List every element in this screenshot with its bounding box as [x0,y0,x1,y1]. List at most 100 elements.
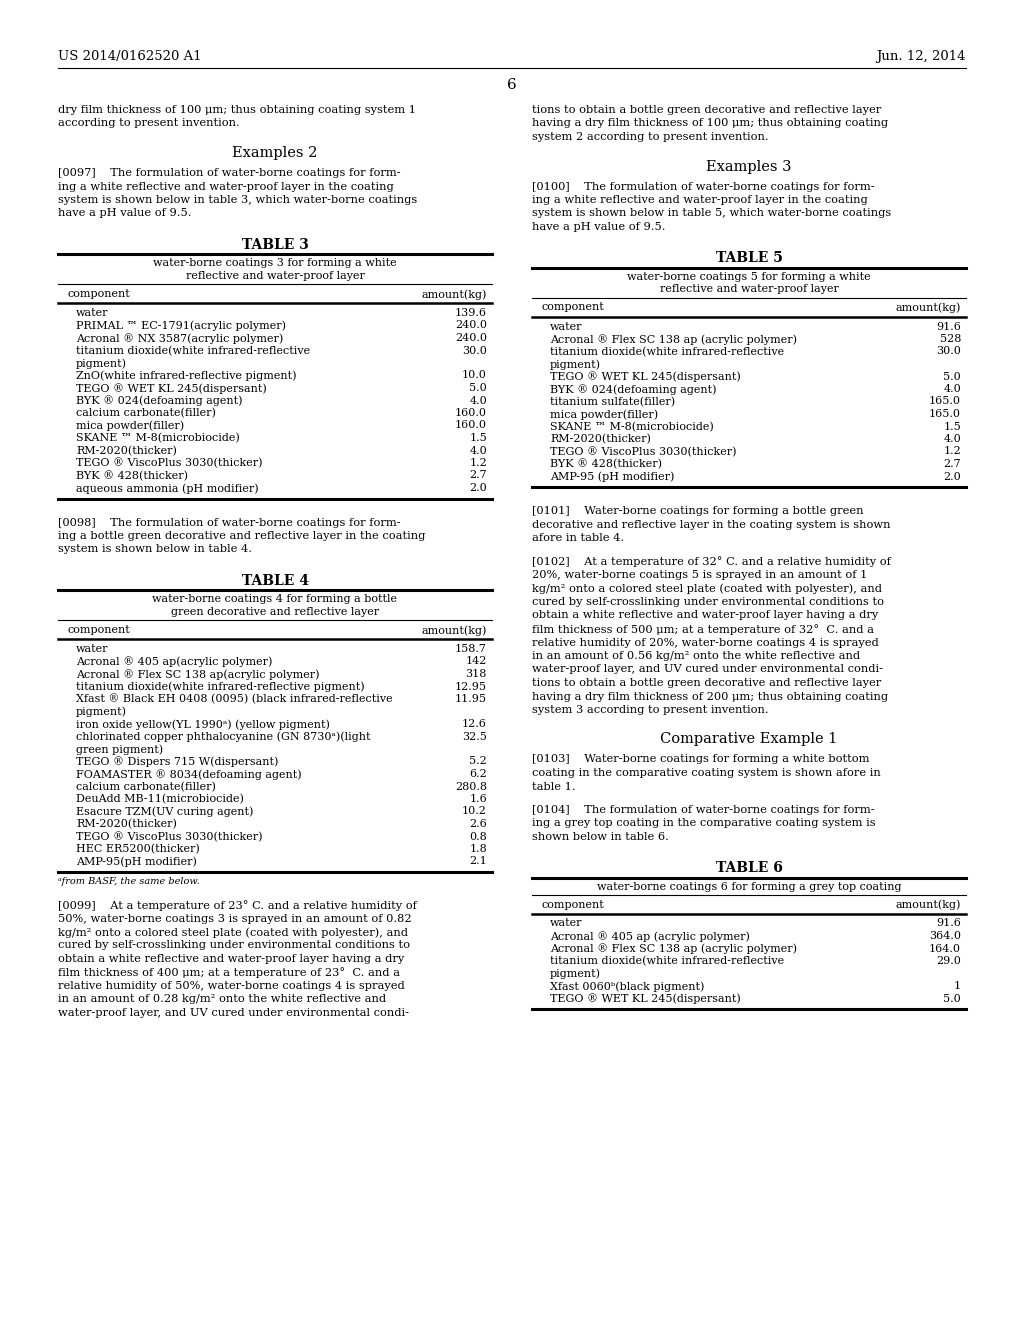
Text: 4.0: 4.0 [943,434,961,444]
Text: 91.6: 91.6 [936,322,961,331]
Text: BYK ® 024(defoaming agent): BYK ® 024(defoaming agent) [550,384,717,395]
Text: 12.6: 12.6 [462,719,487,729]
Text: Xfast ® Black EH 0408 (0095) (black infrared-reflective: Xfast ® Black EH 0408 (0095) (black infr… [76,694,392,705]
Text: ing a bottle green decorative and reflective layer in the coating: ing a bottle green decorative and reflec… [58,531,425,541]
Text: Acronal ® Flex SC 138 ap(acrylic polymer): Acronal ® Flex SC 138 ap(acrylic polymer… [76,669,319,680]
Text: Jun. 12, 2014: Jun. 12, 2014 [877,50,966,63]
Text: 50%, water-borne coatings 3 is sprayed in an amount of 0.82: 50%, water-borne coatings 3 is sprayed i… [58,913,412,924]
Text: 1.6: 1.6 [469,795,487,804]
Text: ᵃfrom BASF, the same below.: ᵃfrom BASF, the same below. [58,876,200,886]
Text: water-borne coatings 5 for forming a white: water-borne coatings 5 for forming a whi… [627,272,870,281]
Text: amount(kg): amount(kg) [422,289,487,300]
Text: film thickness of 500 μm; at a temperature of 32°  C. and a: film thickness of 500 μm; at a temperatu… [532,624,874,635]
Text: obtain a white reflective and water-proof layer having a dry: obtain a white reflective and water-proo… [532,610,879,620]
Text: reflective and water-proof layer: reflective and water-proof layer [659,285,839,294]
Text: AMP-95 (pH modifier): AMP-95 (pH modifier) [550,471,675,482]
Text: 2.7: 2.7 [469,470,487,480]
Text: 10.0: 10.0 [462,371,487,380]
Text: table 1.: table 1. [532,781,575,792]
Text: TEGO ® WET KL 245(dispersant): TEGO ® WET KL 245(dispersant) [550,371,740,383]
Text: titanium dioxide(white infrared-reflective: titanium dioxide(white infrared-reflecti… [550,346,784,356]
Text: water-borne coatings 4 for forming a bottle: water-borne coatings 4 for forming a bot… [153,594,397,605]
Text: BYK ® 428(thicker): BYK ® 428(thicker) [76,470,188,480]
Text: 30.0: 30.0 [936,346,961,356]
Text: green decorative and reflective layer: green decorative and reflective layer [171,607,379,616]
Text: TEGO ® Dispers 715 W(dispersant): TEGO ® Dispers 715 W(dispersant) [76,756,279,767]
Text: pigment): pigment) [76,358,127,368]
Text: afore in table 4.: afore in table 4. [532,533,624,543]
Text: relative humidity of 20%, water-borne coatings 4 is sprayed: relative humidity of 20%, water-borne co… [532,638,879,648]
Text: ing a grey top coating in the comparative coating system is: ing a grey top coating in the comparativ… [532,818,876,829]
Text: have a pH value of 9.5.: have a pH value of 9.5. [532,222,666,232]
Text: cured by self-crosslinking under environmental conditions to: cured by self-crosslinking under environ… [58,940,410,950]
Text: reflective and water-proof layer: reflective and water-proof layer [185,271,365,281]
Text: tions to obtain a bottle green decorative and reflective layer: tions to obtain a bottle green decorativ… [532,678,882,688]
Text: [0102]    At a temperature of 32° C. and a relative humidity of: [0102] At a temperature of 32° C. and a … [532,557,891,568]
Text: 2.6: 2.6 [469,818,487,829]
Text: component: component [68,289,131,300]
Text: DeuAdd MB-11(microbiocide): DeuAdd MB-11(microbiocide) [76,795,244,804]
Text: 5.2: 5.2 [469,756,487,767]
Text: Acronal ® Flex SC 138 ap (acrylic polymer): Acronal ® Flex SC 138 ap (acrylic polyme… [550,334,797,345]
Text: 20%, water-borne coatings 5 is sprayed in an amount of 1: 20%, water-borne coatings 5 is sprayed i… [532,570,867,579]
Text: 160.0: 160.0 [455,421,487,430]
Text: 165.0: 165.0 [929,409,961,418]
Text: 1.8: 1.8 [469,843,487,854]
Text: Examples 2: Examples 2 [232,147,317,160]
Text: coating in the comparative coating system is shown afore in: coating in the comparative coating syste… [532,768,881,777]
Text: in an amount of 0.28 kg/m² onto the white reflective and: in an amount of 0.28 kg/m² onto the whit… [58,994,386,1005]
Text: AMP-95(pH modifier): AMP-95(pH modifier) [76,857,197,867]
Text: amount(kg): amount(kg) [896,302,961,313]
Text: titanium sulfate(filler): titanium sulfate(filler) [550,396,675,407]
Text: TEGO ® ViscoPlus 3030(thicker): TEGO ® ViscoPlus 3030(thicker) [550,446,736,457]
Text: amount(kg): amount(kg) [422,624,487,635]
Text: 91.6: 91.6 [936,919,961,928]
Text: system 2 according to present invention.: system 2 according to present invention. [532,132,769,143]
Text: Comparative Example 1: Comparative Example 1 [660,733,838,747]
Text: SKANE ™ M-8(microbiocide): SKANE ™ M-8(microbiocide) [76,433,240,444]
Text: 364.0: 364.0 [929,931,961,941]
Text: TABLE 4: TABLE 4 [242,574,308,587]
Text: dry film thickness of 100 μm; thus obtaining coating system 1: dry film thickness of 100 μm; thus obtai… [58,106,416,115]
Text: 12.95: 12.95 [455,681,487,692]
Text: 1.5: 1.5 [943,421,961,432]
Text: ing a white reflective and water-proof layer in the coating: ing a white reflective and water-proof l… [532,195,867,205]
Text: TEGO ® ViscoPlus 3030(thicker): TEGO ® ViscoPlus 3030(thicker) [76,832,262,842]
Text: 528: 528 [940,334,961,345]
Text: titanium dioxide(white infrared-reflective: titanium dioxide(white infrared-reflecti… [550,956,784,966]
Text: having a dry film thickness of 100 μm; thus obtaining coating: having a dry film thickness of 100 μm; t… [532,119,888,128]
Text: 6.2: 6.2 [469,770,487,779]
Text: 29.0: 29.0 [936,956,961,966]
Text: pigment): pigment) [76,706,127,717]
Text: water: water [550,322,583,331]
Text: aqueous ammonia (pH modifier): aqueous ammonia (pH modifier) [76,483,259,494]
Text: [0098]    The formulation of water-borne coatings for form-: [0098] The formulation of water-borne co… [58,517,400,528]
Text: 4.0: 4.0 [469,396,487,405]
Text: amount(kg): amount(kg) [896,899,961,909]
Text: system is shown below in table 5, which water-borne coatings: system is shown below in table 5, which … [532,209,891,219]
Text: BYK ® 428(thicker): BYK ® 428(thicker) [550,459,662,470]
Text: green pigment): green pigment) [76,744,163,755]
Text: system is shown below in table 3, which water-borne coatings: system is shown below in table 3, which … [58,195,417,205]
Text: US 2014/0162520 A1: US 2014/0162520 A1 [58,50,202,63]
Text: RM-2020(thicker): RM-2020(thicker) [76,818,177,829]
Text: Esacure TZM(UV curing agent): Esacure TZM(UV curing agent) [76,807,253,817]
Text: 30.0: 30.0 [462,346,487,355]
Text: water: water [76,308,109,318]
Text: obtain a white reflective and water-proof layer having a dry: obtain a white reflective and water-proo… [58,954,404,964]
Text: 160.0: 160.0 [455,408,487,418]
Text: PRIMAL ™ EC-1791(acrylic polymer): PRIMAL ™ EC-1791(acrylic polymer) [76,321,286,331]
Text: system 3 according to present invention.: system 3 according to present invention. [532,705,769,715]
Text: TEGO ® WET KL 245(dispersant): TEGO ® WET KL 245(dispersant) [76,383,266,393]
Text: SKANE ™ M-8(microbiocide): SKANE ™ M-8(microbiocide) [550,421,714,432]
Text: 2.1: 2.1 [469,857,487,866]
Text: 2.0: 2.0 [943,471,961,482]
Text: Examples 3: Examples 3 [707,160,792,173]
Text: 240.0: 240.0 [455,333,487,343]
Text: shown below in table 6.: shown below in table 6. [532,832,669,842]
Text: TABLE 6: TABLE 6 [716,862,782,875]
Text: 142: 142 [466,656,487,667]
Text: 5.0: 5.0 [469,383,487,393]
Text: pigment): pigment) [550,359,601,370]
Text: RM-2020(thicker): RM-2020(thicker) [550,434,651,445]
